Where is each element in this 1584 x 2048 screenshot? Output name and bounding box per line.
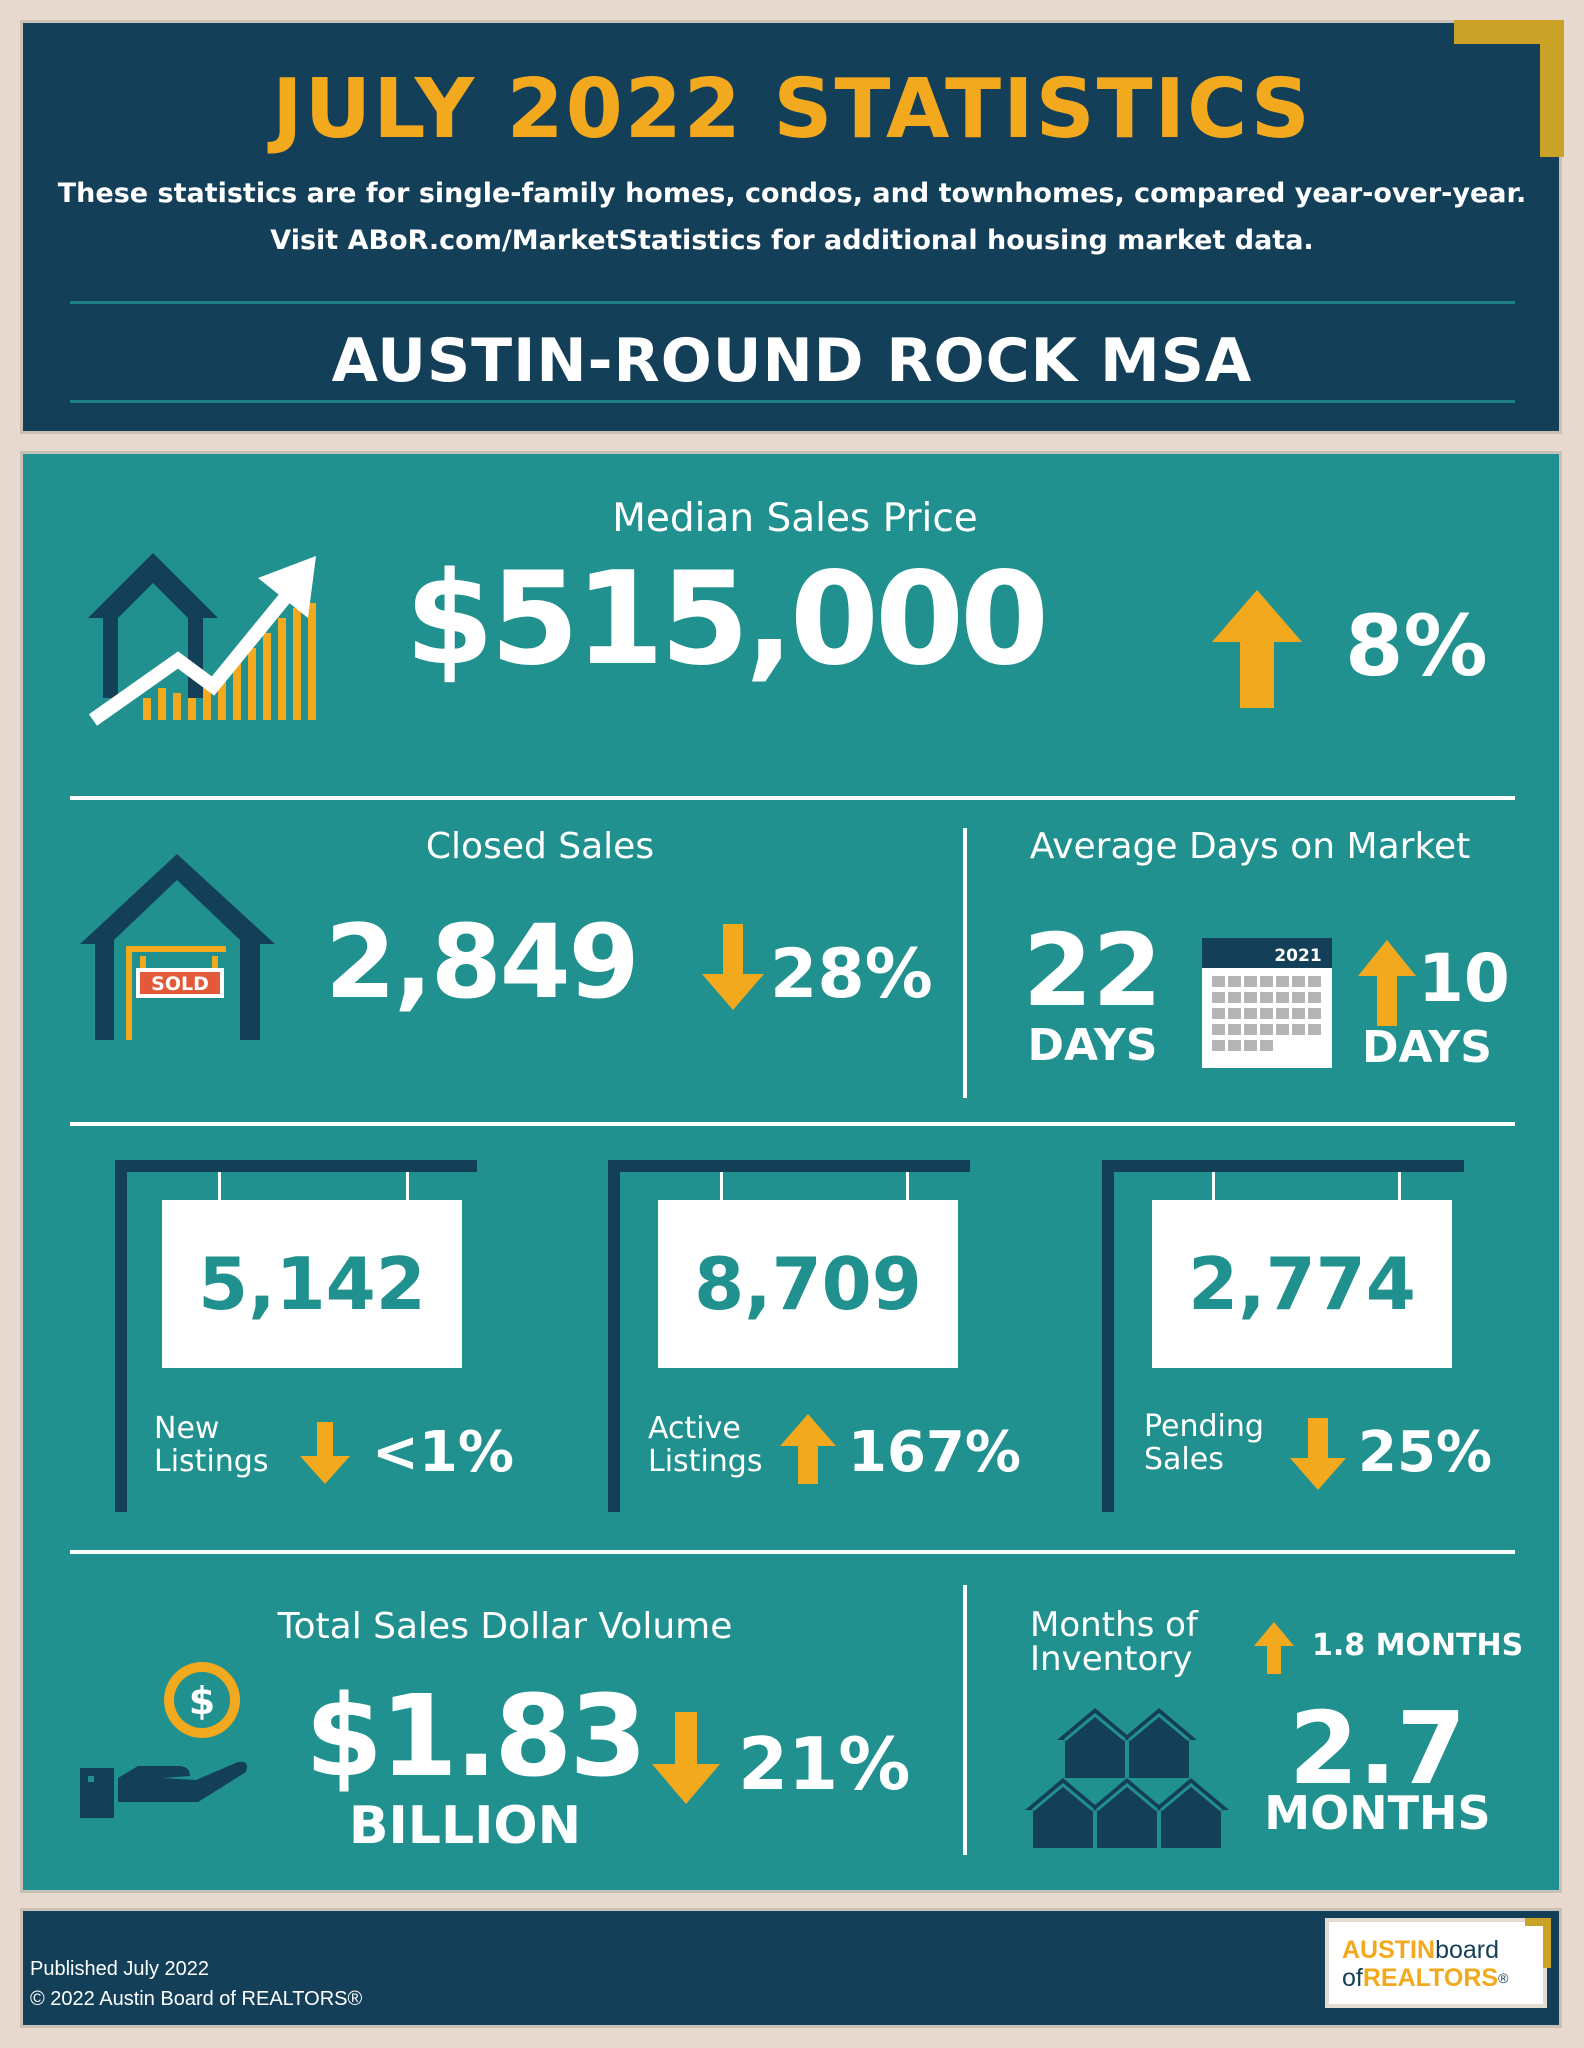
active-listings-label: Active Listings [648, 1412, 762, 1478]
arrow-down-icon [1290, 1418, 1346, 1490]
sign-chain [1398, 1172, 1401, 1200]
arrow-down-icon [300, 1422, 350, 1484]
vertical-divider-1 [963, 828, 967, 1098]
inventory-value: 2.7 [1288, 1690, 1467, 1807]
new-listings-label-2: Listings [154, 1444, 269, 1479]
arrow-down-icon [652, 1712, 720, 1804]
arrow-up-icon [1212, 590, 1302, 708]
calendar-icon: 2021 [1202, 938, 1332, 1068]
region-title: AUSTIN-ROUND ROCK MSA [331, 326, 1253, 396]
logo-corner-accent [1525, 1918, 1551, 1968]
logo-realtors: REALTORS [1362, 1964, 1499, 1992]
logo-board: board [1435, 1936, 1500, 1964]
dollar-volume-label: Total Sales Dollar Volume [277, 1606, 733, 1647]
header-corner-accent [1454, 20, 1564, 157]
days-on-market-change: 10 [1418, 940, 1510, 1017]
sign-chain [720, 1172, 723, 1200]
published-date: Published July 2022 [30, 1958, 210, 1980]
vertical-divider-2 [963, 1585, 967, 1855]
sign-post-arm [115, 1160, 477, 1172]
page-title: JULY 2022 STATISTICS [272, 62, 1312, 157]
sign-chain [1212, 1172, 1215, 1200]
logo-text: AUSTINboard ofREALTORS® [1342, 1936, 1508, 1992]
sign-post-arm [1102, 1160, 1464, 1172]
sign-post [115, 1160, 127, 1512]
logo-austin: AUSTIN [1342, 1936, 1436, 1964]
houses-icon [1025, 1708, 1229, 1848]
header-panel [20, 20, 1562, 434]
new-listings-label-1: New [154, 1411, 220, 1446]
arrow-down-icon [702, 924, 764, 1010]
section-divider-2 [70, 1122, 1515, 1126]
new-listings-label: New Listings [154, 1412, 268, 1478]
days-on-market-change-unit: DAYS [1362, 1022, 1492, 1073]
arrow-up-icon [1358, 940, 1416, 1026]
section-divider-3 [70, 1550, 1515, 1554]
inventory-label: Months of Inventory [1030, 1608, 1198, 1676]
closed-sales-change: 28% [770, 935, 933, 1014]
dollar-volume-unit: BILLION [348, 1796, 582, 1856]
closed-sales-value: 2,849 [325, 903, 640, 1022]
svg-text:$: $ [189, 1679, 215, 1723]
sign-post [608, 1160, 620, 1512]
dollar-volume-change: 21% [738, 1722, 911, 1806]
median-price-change: 8% [1345, 597, 1488, 695]
footer-panel [20, 1908, 1562, 2028]
median-price-label: Median Sales Price [612, 496, 978, 541]
logo-of: of [1342, 1964, 1363, 1992]
header-divider-bottom [70, 400, 1515, 403]
closed-sales-label: Closed Sales [425, 826, 655, 867]
stats-panel [20, 451, 1562, 1893]
dollar-volume-value: $1.83 [305, 1672, 647, 1802]
inventory-label-2: Inventory [1030, 1639, 1193, 1679]
new-listings-change: <1% [372, 1420, 514, 1485]
days-on-market-value: 22 [1022, 912, 1163, 1029]
inventory-change: 1.8 MONTHS [1312, 1628, 1524, 1663]
inventory-unit: MONTHS [1264, 1786, 1491, 1840]
sold-sign-text: SOLD [151, 973, 209, 995]
calendar-year: 2021 [1274, 946, 1321, 966]
sign-chain [218, 1172, 221, 1200]
sign-post-arm [608, 1160, 970, 1172]
days-on-market-label: Average Days on Market [1029, 826, 1471, 867]
active-listings-value: 8,709 [658, 1200, 958, 1368]
days-on-market-unit: DAYS [1027, 1020, 1158, 1071]
median-price-value: $515,000 [405, 545, 1049, 694]
active-listings-label-1: Active [648, 1411, 741, 1446]
sign-post [1102, 1160, 1114, 1512]
new-listings-value: 5,142 [162, 1200, 462, 1368]
arrow-up-icon [1254, 1622, 1294, 1674]
header-subtitle-2: Visit ABoR.com/MarketStatistics for addi… [270, 225, 1314, 256]
house-growth-chart-icon [88, 553, 316, 726]
pending-sales-change: 25% [1358, 1420, 1493, 1485]
header-subtitle-1: These statistics are for single-family h… [57, 178, 1527, 209]
abor-logo [1325, 1918, 1547, 2008]
sign-chain [906, 1172, 909, 1200]
pending-sales-value: 2,774 [1152, 1200, 1452, 1368]
pending-sales-label-1: Pending [1144, 1409, 1264, 1444]
money-hand-icon: $ [80, 1662, 247, 1818]
header-divider-top [70, 301, 1515, 304]
sign-chain [406, 1172, 409, 1200]
section-divider-1 [70, 796, 1515, 800]
logo-registered: ® [1498, 1970, 1509, 1986]
pending-sales-label: Pending Sales [1144, 1410, 1264, 1476]
inventory-label-1: Months of [1030, 1605, 1198, 1645]
active-listings-label-2: Listings [648, 1444, 763, 1479]
arrow-up-icon [780, 1414, 836, 1484]
pending-sales-label-2: Sales [1144, 1442, 1224, 1477]
active-listings-change: 167% [848, 1420, 1022, 1485]
sold-house-icon: SOLD [80, 854, 275, 1040]
copyright: © 2022 Austin Board of REALTORS® [30, 1988, 363, 2010]
